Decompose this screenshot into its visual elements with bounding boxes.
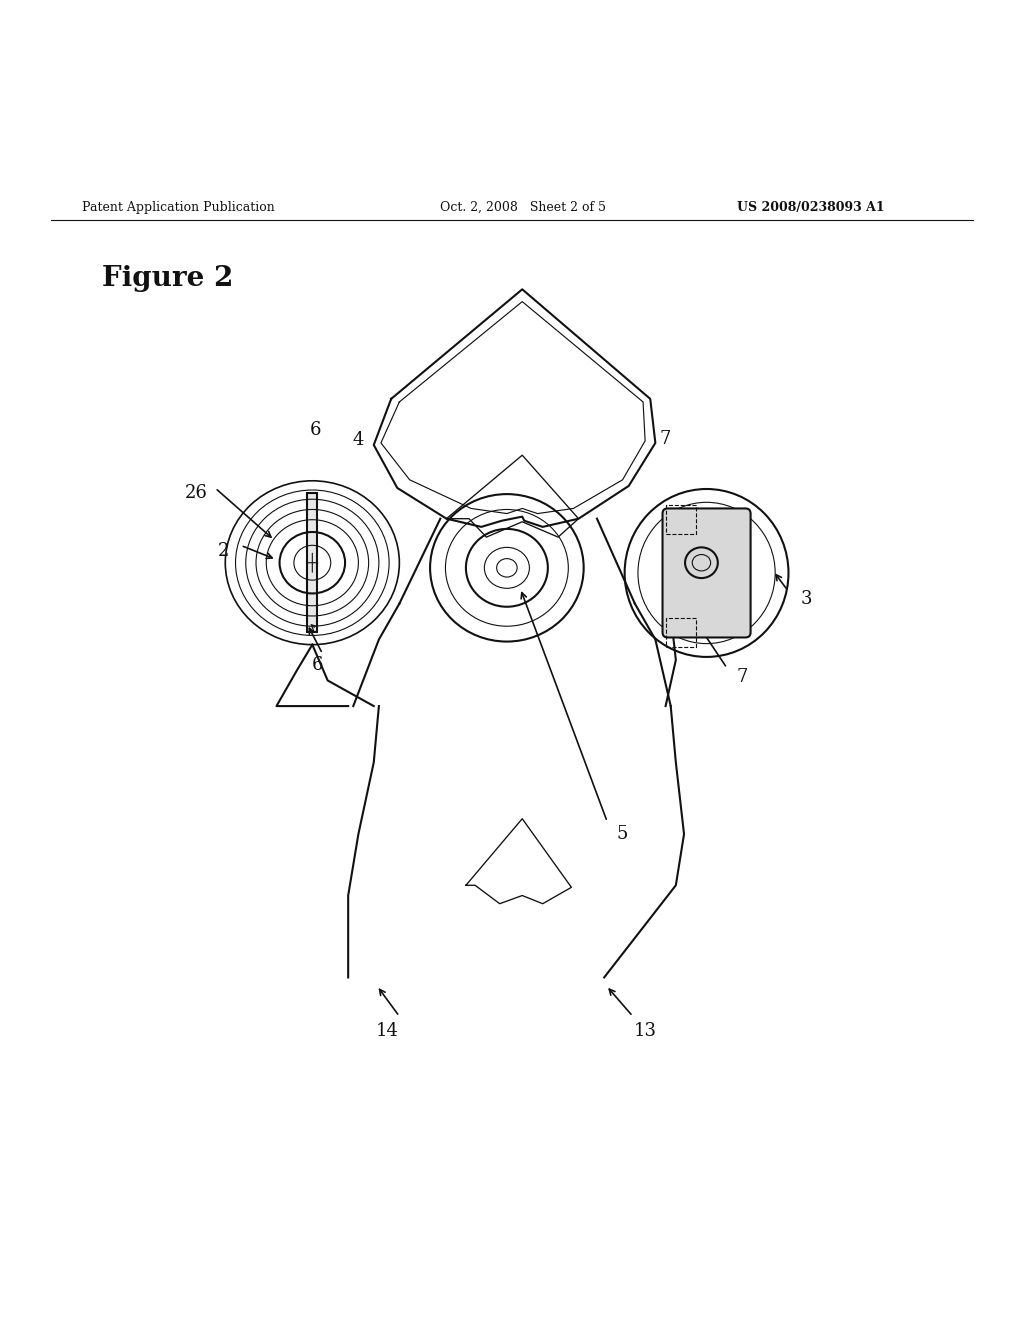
Text: 6: 6 bbox=[311, 656, 324, 675]
Text: 2: 2 bbox=[217, 543, 229, 561]
Text: 7: 7 bbox=[659, 430, 672, 447]
Text: 7: 7 bbox=[736, 668, 749, 686]
Text: 3: 3 bbox=[800, 590, 812, 607]
Text: 26: 26 bbox=[185, 484, 208, 502]
Text: Patent Application Publication: Patent Application Publication bbox=[82, 201, 274, 214]
Text: US 2008/0238093 A1: US 2008/0238093 A1 bbox=[737, 201, 885, 214]
Text: 4: 4 bbox=[352, 430, 365, 449]
Bar bbox=[666, 618, 696, 647]
FancyBboxPatch shape bbox=[663, 508, 751, 638]
Text: 6: 6 bbox=[309, 421, 322, 438]
Text: Oct. 2, 2008   Sheet 2 of 5: Oct. 2, 2008 Sheet 2 of 5 bbox=[440, 201, 606, 214]
Text: Figure 2: Figure 2 bbox=[102, 265, 233, 292]
Bar bbox=[666, 506, 696, 535]
Text: 14: 14 bbox=[376, 1022, 398, 1040]
Bar bbox=[307, 494, 317, 632]
Text: 13: 13 bbox=[634, 1022, 656, 1040]
Text: 5: 5 bbox=[616, 825, 629, 843]
